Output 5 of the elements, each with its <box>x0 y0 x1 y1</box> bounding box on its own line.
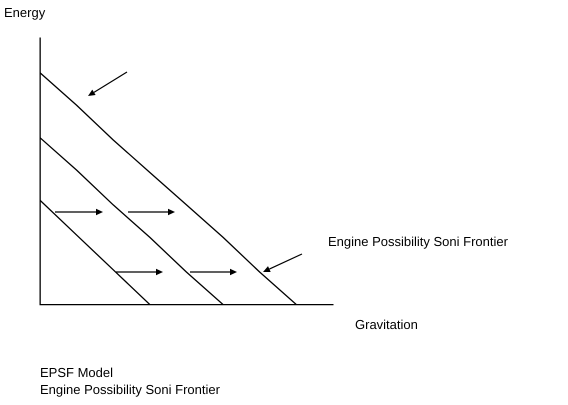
y-axis-title: Energy <box>4 5 46 20</box>
text: EPSF Model <box>40 365 113 380</box>
x-axis-title: Gravitation <box>355 317 418 332</box>
text: Engine Possibility Soni Frontier <box>40 382 220 397</box>
annotation: Engine Possibility Soni Frontier <box>328 234 508 249</box>
